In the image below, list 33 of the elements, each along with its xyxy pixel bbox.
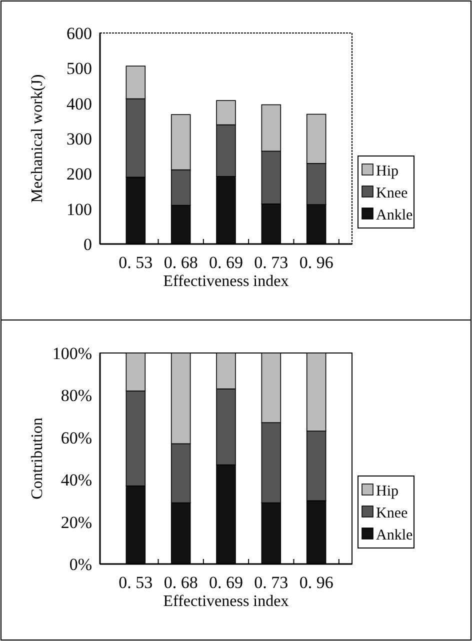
y-tick-label: 100% <box>52 344 92 363</box>
y-axis-title: Contribution <box>29 418 46 500</box>
y-tick-label: 40% <box>60 470 92 490</box>
y-tick-label: 600 <box>66 24 92 43</box>
legend-label: Ankle <box>376 207 413 224</box>
x-tick-label: 0. 69 <box>209 253 243 272</box>
y-tick-label: 0% <box>69 554 92 574</box>
y-tick-label: 400 <box>66 94 92 114</box>
legend-label: Ankle <box>376 527 413 544</box>
x-tick-label: 0. 96 <box>299 253 334 272</box>
x-tick-label: 0. 53 <box>118 253 153 272</box>
y-tick-label: 60% <box>60 428 92 448</box>
y-tick-label: 500 <box>66 59 92 78</box>
legend-label: Hip <box>376 483 398 500</box>
x-tick-label: 0. 73 <box>254 253 288 272</box>
legend-label: Hip <box>376 163 398 180</box>
x-tick-label: 0. 96 <box>299 573 334 592</box>
x-tick-label: 0. 69 <box>209 573 243 592</box>
legend-label: Knee <box>376 505 408 522</box>
x-tick-label: 0. 73 <box>254 573 288 592</box>
x-tick-label: 0. 68 <box>164 253 198 272</box>
x-axis-title: Effectiveness index <box>163 273 289 290</box>
legend-label: Knee <box>376 185 408 202</box>
y-axis-title: Mechanical work(J) <box>29 74 46 203</box>
y-tick-label: 300 <box>66 129 92 148</box>
y-tick-label: 200 <box>66 164 92 184</box>
x-tick-label: 0. 53 <box>118 573 153 592</box>
x-tick-label: 0. 68 <box>164 573 198 592</box>
y-tick-label: 0 <box>84 234 92 254</box>
y-tick-label: 80% <box>60 386 92 406</box>
y-tick-label: 20% <box>60 512 92 532</box>
x-axis-title: Effectiveness index <box>163 593 289 610</box>
y-tick-label: 100 <box>66 200 92 219</box>
